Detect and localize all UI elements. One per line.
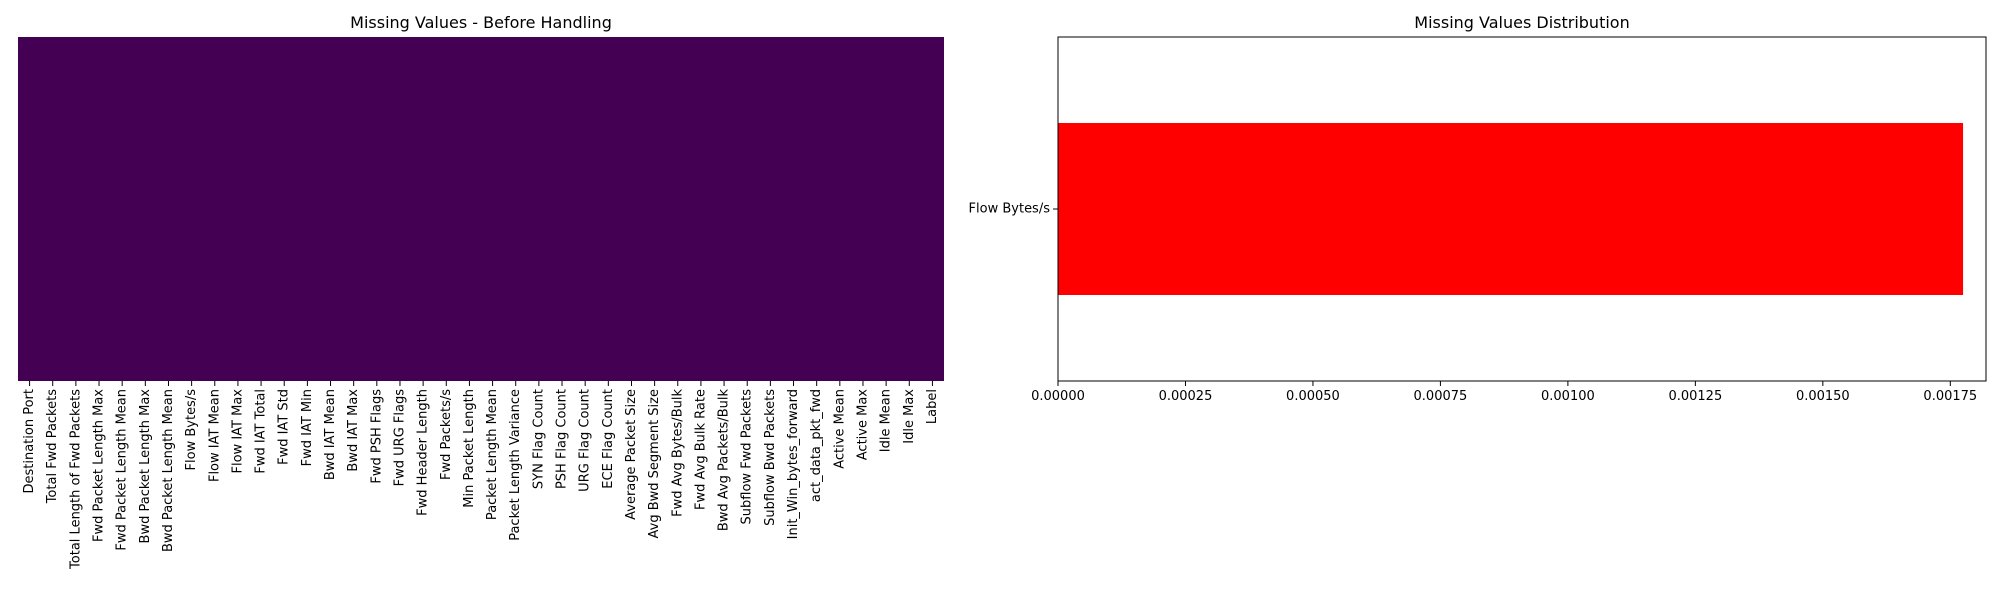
heatmap-x-tick-label: PSH Flag Count (555, 389, 570, 489)
bar-x-tick-label: 0.00150 (1796, 389, 1850, 404)
heatmap-x-tick-label: Packet Length Variance (508, 389, 523, 541)
heatmap-x-tick-label: Idle Mean (879, 389, 894, 452)
bar-x-tick-label: 0.00050 (1286, 389, 1340, 404)
heatmap-x-tick-label: act_data_pkt_fwd (809, 389, 824, 502)
bar-y-tick-label: Flow Bytes/s (969, 202, 1051, 217)
heatmap-x-tick-label: Flow IAT Max (230, 389, 245, 474)
heatmap-x-tick-label: Flow Bytes/s (184, 389, 199, 471)
heatmap-x-tick-label: Packet Length Mean (485, 389, 500, 520)
heatmap-title: Missing Values - Before Handling (350, 13, 612, 32)
heatmap-x-tick-label: Fwd Header Length (416, 389, 431, 516)
heatmap-cells (18, 37, 944, 381)
heatmap-x-tick-label: Total Fwd Packets (45, 389, 60, 505)
heatmap-x-tick-label: Average Packet Size (624, 389, 639, 520)
bar-x-tick-label: 0.00075 (1414, 389, 1468, 404)
heatmap-x-tick-label: Min Packet Length (462, 389, 477, 508)
heatmap-x-tick-label: Active Mean (832, 389, 847, 469)
heatmap-x-tick-label: Destination Port (22, 389, 37, 494)
heatmap-x-axis: Destination Port Total Fwd Packets Total L… (22, 381, 940, 570)
heatmap-x-tick-label: Init_Win_bytes_forward (786, 389, 801, 539)
heatmap-x-tick-label: Fwd Avg Bulk Rate (693, 389, 708, 510)
heatmap-x-tick-label: Flow IAT Mean (207, 389, 222, 482)
heatmap-x-tick-label: Subflow Fwd Packets (740, 389, 755, 525)
bar-x-tick-label: 0.00175 (1923, 389, 1977, 404)
bar-x-tick-label: 0.00000 (1031, 389, 1085, 404)
heatmap-x-tick-label: SYN Flag Count (531, 389, 546, 489)
heatmap-x-tick-label: URG Flag Count (578, 389, 593, 492)
bar-chart-x-axis: 0.00000 0.00025 0.00050 0.00075 0.00100 0.001… (1031, 381, 1977, 404)
missing-values-heatmap: Missing Values - Before Handling Destina… (18, 13, 944, 570)
heatmap-x-tick-label: Label (925, 389, 940, 424)
bar-x-tick-label: 0.00125 (1668, 389, 1722, 404)
heatmap-x-tick-label: Avg Bwd Segment Size (647, 389, 662, 538)
heatmap-x-tick-label: ECE Flag Count (601, 389, 616, 489)
bar-flow-bytes-s (1058, 123, 1964, 295)
heatmap-x-tick-label: Fwd PSH Flags (369, 389, 384, 484)
heatmap-x-tick-label: Bwd Avg Packets/Bulk (717, 389, 732, 532)
heatmap-x-tick-label: Bwd IAT Max (346, 389, 361, 472)
heatmap-x-tick-label: Subflow Bwd Packets (763, 389, 778, 526)
heatmap-x-tick-label: Fwd IAT Total (254, 389, 269, 474)
heatmap-x-tick-label: Bwd Packet Length Max (138, 389, 153, 544)
heatmap-x-tick-label: Bwd IAT Mean (323, 389, 338, 480)
heatmap-x-tick-label: Idle Max (902, 389, 917, 444)
heatmap-x-tick-label: Total Length of Fwd Packets (68, 389, 83, 570)
heatmap-x-tick-label: Fwd Avg Bytes/Bulk (670, 389, 685, 517)
heatmap-x-tick-label: Fwd IAT Std (277, 389, 292, 465)
bar-chart-bars (1058, 123, 1964, 295)
bar-chart-y-axis: Flow Bytes/s (969, 202, 1058, 217)
heatmap-x-tick-label: Fwd URG Flags (392, 389, 407, 487)
heatmap-x-tick-label: Fwd Packets/s (439, 389, 454, 480)
heatmap-x-tick-label: Bwd Packet Length Mean (161, 389, 176, 552)
heatmap-x-tick-label: Fwd IAT Min (300, 389, 315, 466)
bar-x-tick-label: 0.00025 (1159, 389, 1213, 404)
bar-chart-title: Missing Values Distribution (1414, 13, 1629, 32)
bar-x-tick-label: 0.00100 (1541, 389, 1595, 404)
heatmap-x-tick-label: Active Max (855, 389, 870, 461)
heatmap-x-tick-label: Fwd Packet Length Mean (115, 389, 130, 551)
heatmap-x-tick-label: Fwd Packet Length Max (92, 389, 107, 542)
missing-values-bar-chart: Missing Values Distribution 0.00000 0.000… (969, 13, 1987, 404)
